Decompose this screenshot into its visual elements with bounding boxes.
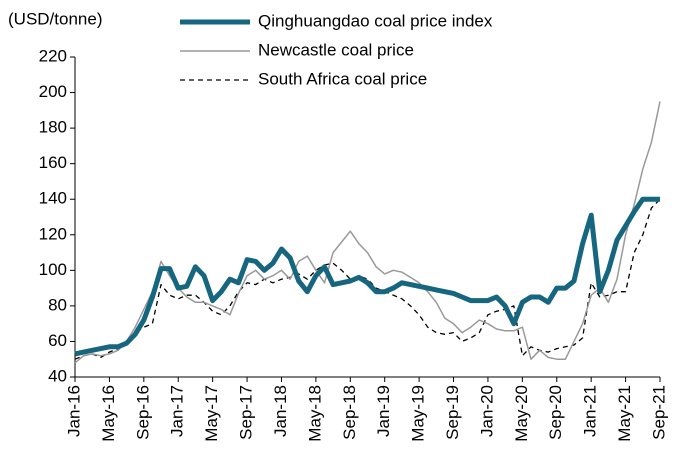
y-axis-label: (USD/tonne) bbox=[8, 9, 102, 28]
series-line bbox=[74, 101, 661, 364]
legend-label: Newcastle coal price bbox=[258, 40, 414, 59]
y-tick-label: 40 bbox=[48, 366, 67, 385]
x-tick-label: Sep-20 bbox=[546, 385, 565, 440]
y-tick-label: 80 bbox=[48, 295, 67, 314]
x-tick-label: Sep-18 bbox=[340, 385, 359, 440]
y-tick-label: 160 bbox=[39, 153, 67, 172]
x-tick-label: Sep-19 bbox=[443, 385, 462, 440]
x-tick-label: Sep-21 bbox=[649, 385, 668, 440]
y-tick-label: 100 bbox=[39, 260, 67, 279]
y-tick-label: 120 bbox=[39, 224, 67, 243]
x-tick-label: Jan-20 bbox=[477, 385, 496, 437]
legend-label: Qinghuangdao coal price index bbox=[258, 11, 493, 30]
series-line bbox=[74, 196, 660, 357]
x-tick-label: Jan-21 bbox=[581, 385, 600, 437]
x-tick-label: Jan-17 bbox=[168, 385, 187, 437]
legend-label: South Africa coal price bbox=[258, 69, 427, 88]
x-tick-label: Jan-18 bbox=[271, 385, 290, 437]
x-tick-label: May-21 bbox=[615, 385, 634, 442]
x-tick-label: May-18 bbox=[305, 385, 324, 442]
y-tick-label: 140 bbox=[39, 189, 67, 208]
x-tick-label: Jan-16 bbox=[64, 385, 83, 437]
x-tick-label: Jan-19 bbox=[374, 385, 393, 437]
y-tick-label: 60 bbox=[48, 331, 67, 350]
x-tick-label: May-17 bbox=[202, 385, 221, 442]
x-tick-label: May-20 bbox=[512, 385, 531, 442]
series-line bbox=[74, 198, 661, 360]
y-tick-label: 220 bbox=[39, 46, 67, 65]
y-tick-label: 180 bbox=[39, 118, 67, 137]
x-tick-label: Sep-16 bbox=[133, 385, 152, 440]
x-tick-label: May-16 bbox=[99, 385, 118, 442]
x-tick-label: Sep-17 bbox=[237, 385, 256, 440]
y-tick-label: 200 bbox=[39, 82, 67, 101]
x-tick-label: May-19 bbox=[409, 385, 428, 442]
